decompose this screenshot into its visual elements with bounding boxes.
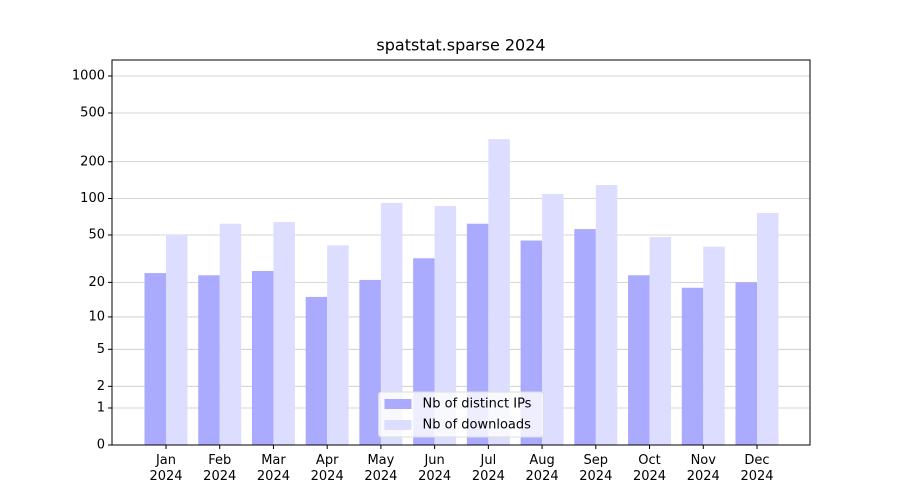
- bar: [144, 273, 166, 445]
- y-tick-label: 500: [80, 105, 105, 120]
- bar: [595, 185, 618, 445]
- y-tick-label: 50: [88, 228, 105, 243]
- x-tick-label: Oct 2024: [632, 453, 667, 484]
- legend-label: Nb of distinct IPs: [423, 397, 532, 412]
- bar: [488, 139, 510, 446]
- bar: [198, 275, 220, 445]
- x-tick-label: Aug 2024: [525, 453, 559, 484]
- plot-frame: [111, 59, 811, 446]
- x-tick-label: Nov 2024: [686, 453, 720, 484]
- y-tick-label: 0: [97, 438, 105, 453]
- x-tick-label: Dec 2024: [740, 453, 774, 484]
- x-tick-label: Jan 2024: [149, 453, 183, 484]
- bar: [327, 245, 349, 445]
- legend-swatch: [384, 399, 412, 409]
- bar: [359, 279, 381, 445]
- y-tick-label: 2: [97, 379, 105, 394]
- x-tick-label: Feb 2024: [203, 453, 237, 484]
- bar: [574, 229, 596, 445]
- legend-swatch: [384, 420, 412, 430]
- x-tick-label: Jul 2024: [471, 453, 505, 484]
- legend-label: Nb of downloads: [423, 418, 532, 433]
- bar: [681, 287, 704, 445]
- legend: Nb of distinct IPs Nb of downloads: [378, 391, 544, 438]
- y-tick-label: 100: [80, 191, 105, 206]
- bar: [628, 275, 650, 445]
- bar: [251, 270, 274, 445]
- bar: [273, 222, 295, 445]
- y-tick-label: 1: [97, 400, 105, 415]
- x-tick-label: Apr 2024: [310, 453, 344, 484]
- y-tick-label: 5: [97, 342, 105, 357]
- bar: [466, 223, 489, 445]
- legend-frame: [378, 391, 544, 438]
- bar: [380, 202, 403, 445]
- chart-title: spatstat.sparse 2024: [376, 36, 545, 55]
- bar: [166, 235, 188, 445]
- bar: [305, 296, 328, 445]
- y-tick-label: 10: [88, 309, 105, 324]
- bar: [735, 282, 757, 445]
- x-tick-label: May 2024: [364, 453, 398, 484]
- bar: [542, 193, 564, 445]
- bar: [703, 246, 725, 445]
- x-tick-label: Jun 2024: [418, 453, 452, 484]
- bar: [649, 237, 672, 445]
- bar: [757, 213, 779, 445]
- y-tick-label: 20: [88, 275, 105, 290]
- y-tick-label: 1000: [72, 69, 105, 84]
- bar: [434, 205, 457, 445]
- x-tick-label: Sep 2024: [579, 453, 613, 484]
- bar: [219, 223, 242, 445]
- x-tick-label: Mar 2024: [256, 453, 290, 484]
- y-tick-label: 200: [80, 154, 105, 169]
